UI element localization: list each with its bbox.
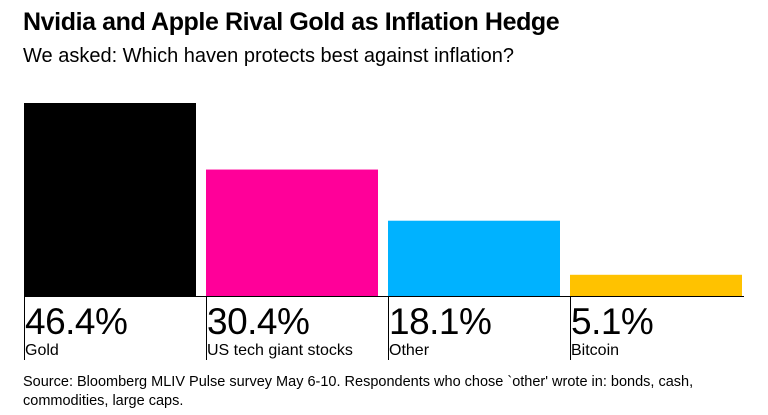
bar-us-tech (206, 169, 378, 296)
bar-bitcoin (570, 274, 742, 296)
source-note: Source: Bloomberg MLIV Pulse survey May … (23, 374, 694, 409)
value-label-other: 18.1% (389, 301, 492, 342)
value-label-bitcoin: 5.1% (571, 301, 654, 342)
category-divider (570, 296, 571, 360)
category-label-gold: Gold (25, 342, 59, 359)
bar-other (388, 220, 560, 296)
category-label-bitcoin: Bitcoin (571, 342, 620, 359)
category-label-us-tech: US tech giant stocks (207, 342, 353, 359)
bar-chart (24, 103, 742, 296)
chart-baseline (24, 296, 744, 297)
category-divider (24, 296, 25, 360)
bar-gold (24, 103, 196, 296)
chart-title: Nvidia and Apple Rival Gold as Inflation… (23, 8, 560, 36)
value-label-gold: 46.4% (25, 301, 128, 342)
category-label-other: Other (389, 342, 430, 359)
chart-subtitle: We asked: Which haven protects best agai… (23, 45, 515, 67)
value-label-us-tech: 30.4% (207, 301, 310, 342)
category-divider (388, 296, 389, 360)
category-divider (206, 296, 207, 360)
